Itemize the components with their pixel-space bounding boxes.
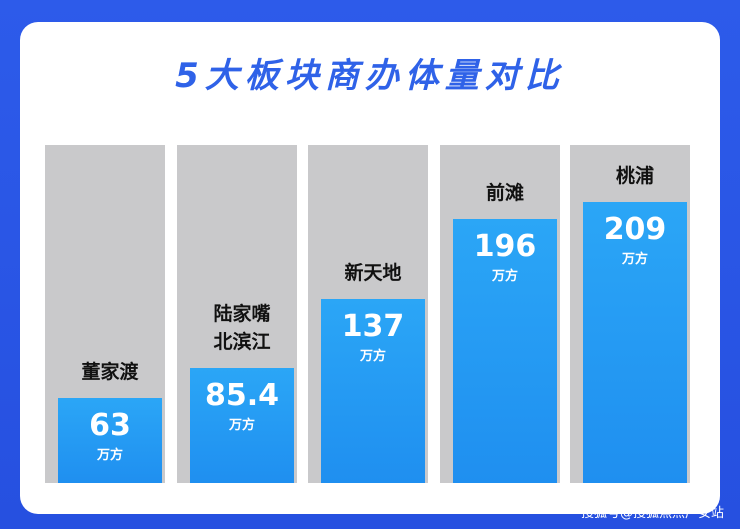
category-label: 前滩 (485, 182, 524, 205)
category-label: 董家渡 (81, 361, 139, 384)
value-label: 137 (341, 308, 405, 344)
value-label: 63 (89, 408, 131, 444)
value-label: 209 (603, 212, 667, 247)
unit-label: 万方 (491, 269, 518, 285)
value-label: 196 (473, 229, 537, 265)
category-label: 桃浦 (615, 165, 654, 187)
unit-label: 万方 (96, 448, 123, 464)
value-label: 85.4 (204, 378, 280, 414)
bar: 137 万方 (321, 298, 425, 483)
unit-label: 万方 (359, 348, 386, 364)
watermark: 搜狐号@搜狐焦点广安站 (580, 506, 724, 521)
unit-label: 万方 (621, 252, 648, 267)
bar: 209 万方 (583, 202, 687, 483)
bar: 196 万方 (453, 219, 557, 483)
bar: 63 万方 (58, 398, 162, 483)
unit-label: 万方 (228, 418, 255, 434)
bar: 85.4 万方 (190, 368, 294, 483)
category-label: 陆家嘴 北滨江 (213, 303, 271, 354)
category-label: 新天地 (344, 261, 402, 284)
chart-title: 5大板块商办体量对比 (175, 56, 565, 96)
